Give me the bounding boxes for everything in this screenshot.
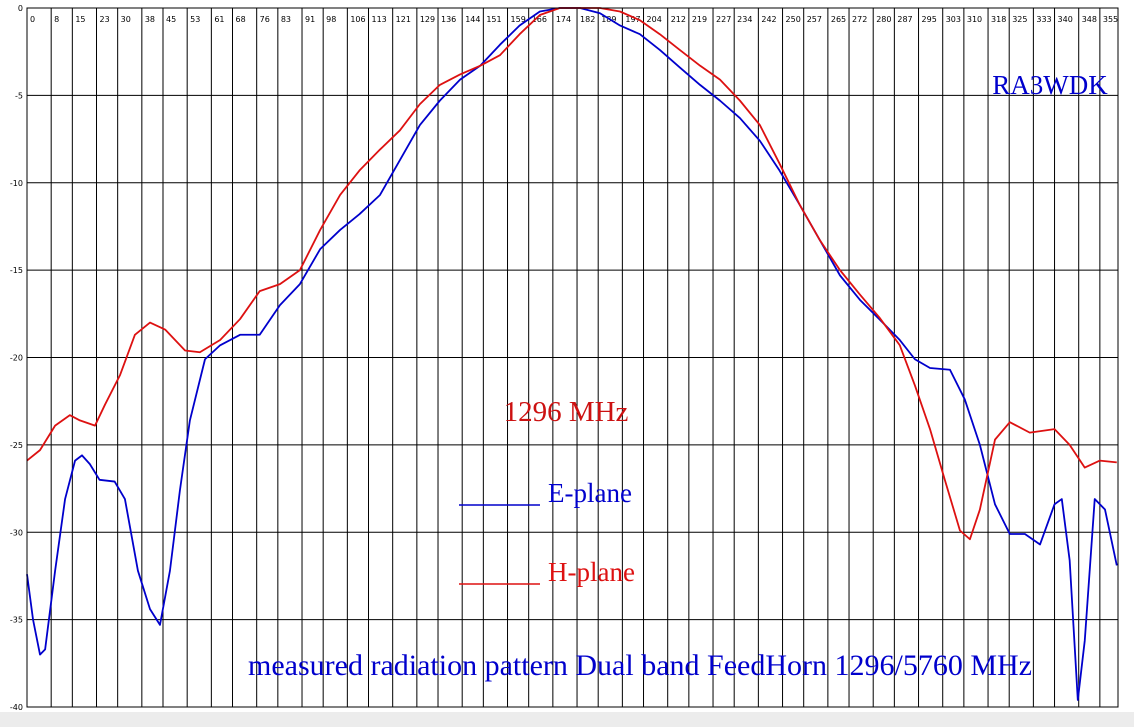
- x-tick-label: 0: [30, 15, 35, 24]
- y-tick-label: -30: [10, 528, 23, 537]
- y-tick-label: -20: [10, 354, 23, 363]
- y-tick-label: -35: [10, 616, 23, 625]
- x-tick-label: 68: [236, 15, 246, 24]
- y-tick-label: -10: [10, 179, 23, 188]
- x-tick-label: 204: [647, 15, 662, 24]
- x-tick-label: 136: [441, 15, 456, 24]
- x-tick-label: 318: [991, 15, 1006, 24]
- x-tick-label: 23: [100, 15, 110, 24]
- x-tick-label: 53: [190, 15, 200, 24]
- x-tick-label: 212: [671, 15, 686, 24]
- caption: measured radiation pattern Dual band Fee…: [248, 649, 1032, 682]
- grid: 0 8 15 23 30 38 45 53 61 68 76 83 91 98 106 113 121 129 13…: [10, 4, 1118, 712]
- x-tick-label: 234: [737, 15, 752, 24]
- x-tick-label: 340: [1058, 15, 1073, 24]
- x-tick-label: 91: [305, 15, 315, 24]
- legend-label: E-plane: [548, 478, 632, 508]
- x-tick-label: 348: [1082, 15, 1097, 24]
- x-tick-label: 355: [1103, 15, 1118, 24]
- x-tick-label: 15: [75, 15, 85, 24]
- x-tick-label: 106: [350, 15, 365, 24]
- x-tick-label: 197: [625, 15, 640, 24]
- x-tick-label: 182: [580, 15, 595, 24]
- y-tick-label: -5: [15, 91, 23, 100]
- x-tick-label: 38: [145, 15, 155, 24]
- y-tick-label: -15: [10, 266, 23, 275]
- x-tick-label: 159: [511, 15, 526, 24]
- x-tick-label: 272: [852, 15, 867, 24]
- x-tick-label: 121: [396, 15, 411, 24]
- x-tick-label: 280: [876, 15, 891, 24]
- x-tick-label: 166: [532, 15, 547, 24]
- x-tick-label: 219: [692, 15, 707, 24]
- bottom-strip: [0, 712, 1134, 727]
- legend-label: H-plane: [548, 557, 635, 587]
- x-tick-label: 45: [166, 15, 176, 24]
- legend: E-plane H-plane: [459, 478, 635, 587]
- y-tick-label: 0: [18, 4, 23, 13]
- x-tick-label: 144: [465, 15, 480, 24]
- x-tick-label: 129: [420, 15, 435, 24]
- plot-border: [26, 7, 1119, 708]
- x-tick-label: 325: [1012, 15, 1027, 24]
- x-tick-label: 333: [1036, 15, 1051, 24]
- callsign: RA3WDK: [992, 70, 1108, 100]
- frequency-label: 1296 MHz: [504, 396, 629, 428]
- x-tick-label: 113: [372, 15, 387, 24]
- x-tick-label: 257: [807, 15, 822, 24]
- x-tick-label: 265: [831, 15, 846, 24]
- x-tick-label: 287: [897, 15, 912, 24]
- x-tick-label: 30: [121, 15, 131, 24]
- x-tick-label: 174: [556, 15, 571, 24]
- x-tick-label: 151: [486, 15, 501, 24]
- x-tick-label: 295: [922, 15, 937, 24]
- x-tick-label: 98: [326, 15, 336, 24]
- x-tick-label: 250: [786, 15, 801, 24]
- x-tick-label: 227: [716, 15, 731, 24]
- x-tick-label: 83: [281, 15, 291, 24]
- x-tick-label: 242: [761, 15, 776, 24]
- series-line: [26, 7, 1118, 701]
- x-tick-label: 310: [967, 15, 982, 24]
- x-tick-label: 61: [214, 15, 224, 24]
- y-tick-label: -40: [10, 703, 23, 712]
- y-tick-label: -25: [10, 441, 23, 450]
- x-tick-label: 303: [946, 15, 961, 24]
- x-tick-label: 76: [260, 15, 270, 24]
- x-tick-label: 8: [54, 15, 59, 24]
